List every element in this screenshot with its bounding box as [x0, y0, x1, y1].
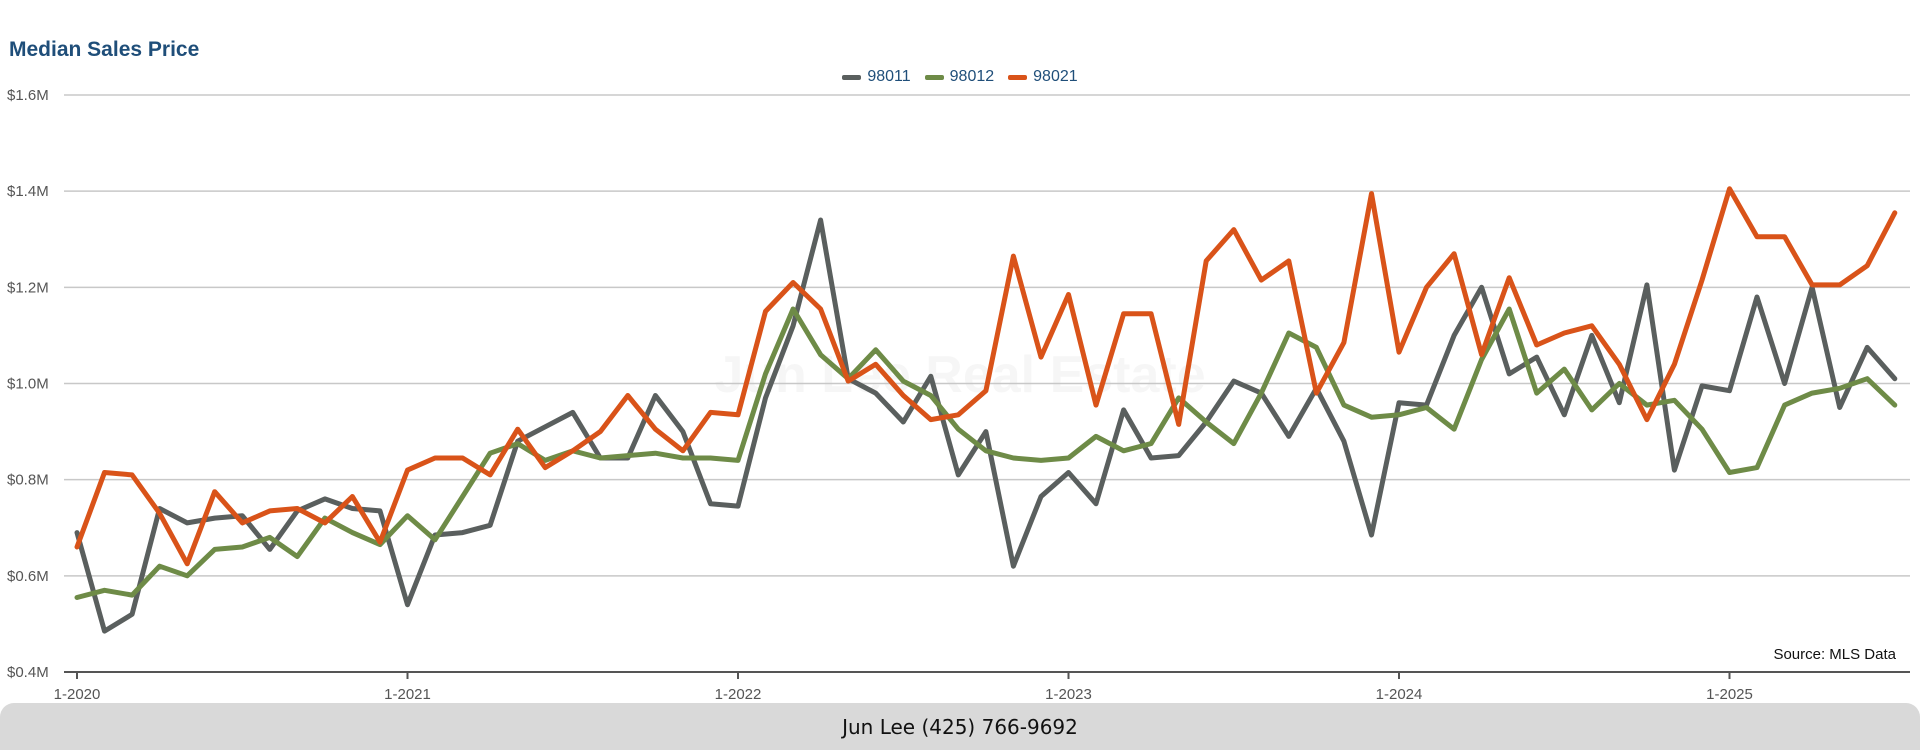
legend-swatch-98021 — [1008, 74, 1028, 80]
series-line-98011 — [74, 217, 1898, 634]
legend-item-98012[interactable]: 98012 — [924, 68, 995, 86]
chart-title: Median Sales Price — [9, 38, 200, 61]
chart-legend: 98011 98012 98021 — [0, 68, 1920, 86]
legend-label-98021: 98021 — [1033, 68, 1078, 85]
legend-swatch-98012 — [924, 74, 944, 80]
series-line-98021 — [74, 186, 1898, 567]
legend-label-98011: 98011 — [867, 68, 911, 85]
x-tick-label: 1-2022 — [715, 686, 762, 703]
y-tick-label: $1.2M — [7, 279, 49, 296]
y-tick-label: $0.6M — [7, 568, 49, 585]
y-tick-label: $1.6M — [7, 87, 49, 104]
x-tick-label: 1-2024 — [1376, 686, 1423, 703]
y-tick-label: $1.4M — [7, 183, 49, 200]
source-note: Source: MLS Data — [1773, 646, 1896, 663]
y-tick-label: $0.4M — [7, 664, 49, 681]
legend-label-98012: 98012 — [949, 68, 995, 85]
series-line-98012 — [74, 306, 1898, 600]
legend-swatch-98011 — [842, 74, 862, 80]
y-tick-label: $0.8M — [7, 472, 49, 489]
x-tick-label: 1-2020 — [54, 686, 101, 703]
legend-item-98011[interactable]: 98011 — [842, 68, 911, 86]
y-tick-label: $1.0M — [7, 376, 49, 393]
legend-item-98021[interactable]: 98021 — [1008, 68, 1078, 86]
line-chart: $0.4M $0.6M $0.8M $1.0M $1.2M $1.4M $1.6M 1-202… — [7, 87, 1910, 703]
x-tick-label: 1-2023 — [1045, 686, 1092, 703]
footer-bar: Jun Lee (425) 766-9692 — [0, 703, 1920, 750]
x-tick-label: 1-2021 — [384, 686, 431, 703]
x-tick-label: 1-2025 — [1706, 686, 1753, 703]
footer-contact: Jun Lee (425) 766-9692 — [842, 714, 1078, 739]
